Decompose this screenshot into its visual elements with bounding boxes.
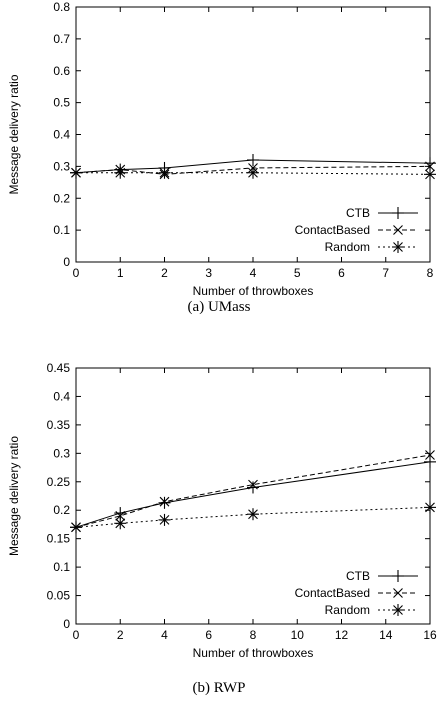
- legend-marker: [393, 225, 403, 235]
- legend-label: CTB: [346, 569, 370, 583]
- data-point: [425, 450, 435, 460]
- x-tick-label: 3: [205, 266, 212, 280]
- plot-frame: [75, 6, 431, 263]
- y-tick-label: 0.25: [47, 475, 71, 489]
- y-tick-label: 0.7: [53, 32, 70, 46]
- y-tick-label: 0.1: [53, 223, 70, 237]
- data-point: [248, 479, 258, 490]
- data-point: [424, 501, 436, 514]
- legend-marker: [392, 604, 404, 616]
- legend-marker: [392, 241, 404, 253]
- data-point: [247, 154, 259, 166]
- x-tick-label: 1: [117, 266, 124, 280]
- data-point: [158, 513, 171, 526]
- series-ctb: [70, 455, 436, 534]
- x-tick-label: 0: [73, 266, 80, 280]
- series-line: [76, 172, 431, 175]
- legend-label: ContactBased: [295, 586, 370, 600]
- y-tick-label: 0.15: [47, 532, 71, 546]
- data-point: [424, 157, 436, 170]
- x-tick-label: 8: [250, 628, 257, 642]
- data-point: [424, 168, 436, 181]
- legend-label: CTB: [346, 206, 370, 220]
- legend: CTB ContactBased Random: [295, 206, 418, 254]
- chart-1: 0 0.1 0.2 0.3 0.4 0.5 0.6 0.7 0.8 0 1 2 3 4 5 6 7 8 Number…: [7, 0, 436, 315]
- x-tick-label: 2: [161, 266, 168, 280]
- y-tick-label: 0.3: [53, 159, 70, 173]
- legend-marker: [392, 207, 404, 219]
- y-tick-label: 0.2: [53, 191, 70, 205]
- data-point: [424, 455, 436, 468]
- series-random: [70, 501, 436, 534]
- legend-marker: [392, 570, 404, 582]
- x-tick-label: 5: [294, 266, 301, 280]
- x-tick-label: 6: [338, 266, 345, 280]
- x-tick-label: 12: [335, 628, 349, 642]
- y-tick-label: 0.2: [53, 503, 70, 517]
- y-tick-label: 0.45: [47, 361, 71, 375]
- plot-frame: [75, 367, 431, 625]
- y-tick-label: 0: [63, 617, 70, 631]
- legend-label: ContactBased: [295, 223, 370, 237]
- data-point: [247, 166, 259, 179]
- x-tick-label: 0: [73, 628, 80, 642]
- x-tick-label: 4: [250, 266, 257, 280]
- x-tick-label: 7: [382, 266, 389, 280]
- y-tick-label: 0.35: [47, 418, 71, 432]
- x-tick-label: 8: [427, 266, 434, 280]
- y-tick-label: 0.05: [47, 589, 71, 603]
- legend-label: Random: [325, 603, 370, 617]
- x-tick-label: 6: [205, 628, 212, 642]
- y-tick-label: 0.8: [53, 0, 70, 14]
- legend: CTB ContactBased Random: [295, 569, 418, 617]
- series-line: [75, 506, 431, 528]
- legend-marker: [393, 588, 403, 598]
- x-tick-label: 10: [291, 628, 305, 642]
- x-tick-label: 14: [379, 628, 393, 642]
- data-point: [159, 496, 170, 507]
- x-axis-label: Number of throwboxes: [193, 284, 314, 298]
- data-point: [115, 511, 126, 521]
- data-point: [114, 517, 127, 530]
- chart-caption: (a) UMass: [188, 299, 251, 315]
- y-tick-label: 0.3: [53, 446, 70, 460]
- data-point: [114, 507, 127, 520]
- x-tick-label: 16: [423, 628, 437, 642]
- y-tick-label: 0.6: [53, 64, 70, 78]
- data-point: [425, 161, 435, 172]
- series-random: [70, 166, 436, 181]
- data-point: [247, 481, 259, 494]
- y-axis-label: Message delivery ratio: [7, 74, 21, 194]
- data-point: [247, 508, 259, 521]
- y-tick-label: 0.4: [53, 389, 70, 403]
- data-point: [70, 521, 82, 534]
- data-point: [158, 166, 171, 179]
- y-tick-label: 0.5: [53, 96, 70, 110]
- x-axis-label: Number of throwboxes: [193, 646, 314, 660]
- x-tick-label: 2: [117, 628, 124, 642]
- data-point: [158, 496, 171, 509]
- y-tick-label: 0.4: [53, 128, 70, 142]
- chart-caption: (b) RWP: [193, 680, 246, 696]
- data-point: [114, 166, 127, 179]
- y-tick-label: 0: [63, 255, 70, 269]
- y-axis-label: Message delivery ratio: [7, 436, 21, 556]
- x-tick-label: 4: [161, 628, 168, 642]
- legend-label: Random: [325, 240, 370, 254]
- y-tick-label: 0.1: [53, 560, 70, 574]
- chart-2: 0 0.05 0.1 0.15 0.2 0.25 0.3 0.35 0.4 0.45 0 2 4 6 8 10…: [7, 361, 437, 696]
- data-point: [70, 166, 82, 179]
